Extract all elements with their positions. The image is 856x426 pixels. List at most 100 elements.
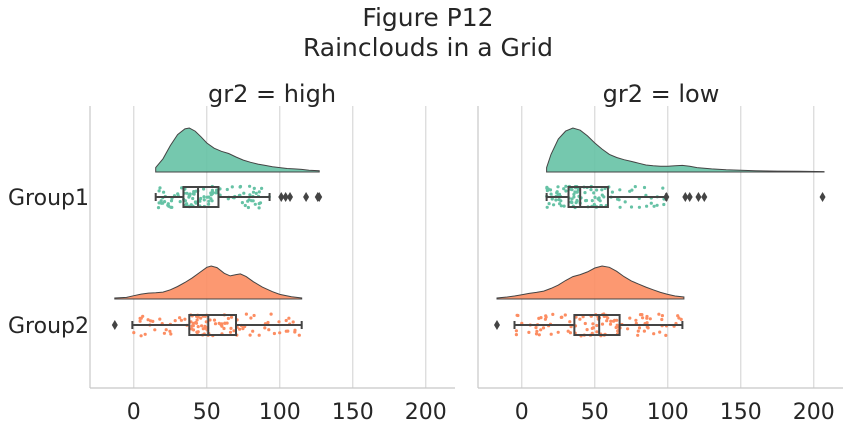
rain-point [562, 187, 566, 191]
rain-point [646, 326, 650, 330]
rain-point [173, 319, 177, 323]
rain-point [243, 203, 247, 208]
rain-point [545, 189, 550, 193]
rain-point [180, 186, 184, 190]
rain-point [679, 317, 683, 321]
x-tick-label: 0 [127, 400, 141, 425]
outlier-point [111, 320, 118, 330]
rain-point [591, 326, 596, 330]
rain-point [649, 201, 653, 205]
rain-point [202, 195, 206, 199]
rain-point [247, 198, 251, 202]
rain-point [574, 201, 578, 205]
rain-point [560, 315, 564, 319]
box-iqr [188, 314, 237, 336]
rain-point [609, 319, 613, 323]
outlier-point [287, 192, 294, 202]
rain-point [556, 330, 560, 334]
rain-point [549, 192, 553, 196]
rain-point [212, 318, 217, 322]
group-group1 [154, 127, 323, 210]
outlier-point [701, 192, 708, 202]
rain-point [515, 313, 519, 317]
rain-point [548, 188, 553, 192]
box-iqr [567, 186, 609, 208]
rain-point [645, 316, 649, 320]
rain-point [570, 188, 574, 192]
facet-title: gr2 = low [603, 80, 720, 108]
rain-point [637, 205, 642, 209]
rain-point [201, 327, 205, 331]
rain-point [146, 318, 150, 322]
rain-point [204, 320, 208, 324]
rain-point [575, 190, 579, 194]
rain-point [195, 330, 199, 335]
rain-point [254, 191, 258, 195]
rain-point [249, 316, 253, 320]
rain-point [583, 191, 587, 195]
outlier-point [695, 192, 702, 202]
rain-point [642, 329, 647, 333]
rain-point [633, 185, 637, 189]
rain-point [652, 204, 656, 208]
rain-point [229, 326, 233, 330]
rain-point [202, 187, 206, 191]
rain-point [590, 199, 594, 203]
rain-point [214, 191, 218, 195]
rain-point [514, 329, 519, 333]
rain-point [615, 323, 619, 327]
rain-point [194, 201, 198, 205]
rain-point [248, 193, 252, 197]
rain-point [213, 322, 218, 326]
x-tick-label: 200 [793, 400, 835, 425]
rain-point [207, 202, 211, 206]
rain-point [661, 186, 665, 190]
rain-point [617, 198, 621, 202]
rain-point [655, 203, 659, 207]
rain-point [636, 329, 640, 333]
rain-point [534, 326, 538, 330]
rain-point [178, 316, 182, 320]
rain-point [592, 191, 596, 195]
rain-point [192, 191, 196, 195]
rain-point [228, 330, 233, 334]
rain-point [238, 327, 242, 331]
rain-point [600, 188, 604, 192]
rain-point [207, 199, 211, 203]
group-group2 [493, 265, 685, 338]
rain-point [219, 323, 223, 327]
rain-point [284, 329, 288, 333]
outlier-point [278, 192, 285, 202]
rain-point [188, 193, 192, 198]
rain-point [562, 204, 566, 208]
rain-point [634, 318, 638, 322]
rain-point [156, 206, 161, 210]
group-group2 [111, 265, 303, 338]
rain-point [149, 319, 153, 323]
rain-point [648, 317, 652, 321]
rain-point [277, 320, 281, 324]
x-tick-label: 100 [647, 400, 689, 425]
rain-point [640, 313, 644, 317]
rain-point [226, 316, 230, 321]
rain-point [223, 321, 227, 325]
rain-point [652, 332, 656, 336]
rain-point [260, 186, 264, 190]
rain-point [564, 189, 568, 193]
rain-point [568, 331, 573, 335]
rain-point [222, 326, 226, 331]
rain-point [252, 313, 256, 318]
rain-point [211, 190, 215, 194]
outlier-point [316, 192, 323, 202]
rain-point [215, 188, 219, 192]
rain-point [194, 320, 198, 325]
rain-point [554, 198, 558, 202]
rain-point [657, 312, 661, 316]
rain-point [199, 196, 203, 201]
rain-point [161, 201, 165, 205]
rain-point [658, 330, 662, 334]
rain-point [537, 333, 541, 337]
rain-point [244, 312, 248, 316]
rain-point [167, 204, 171, 208]
